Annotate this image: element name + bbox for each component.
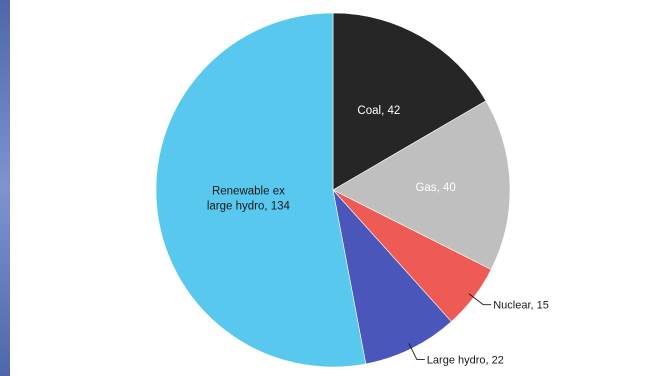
chart-panel: Coal, 42 Gas, 40 Nuclear, 15 Large hydro, 2… [10,0,657,376]
slide-left-edge [0,0,10,376]
label-gas: Gas, 40 [415,182,455,194]
pie-chart: Coal, 42 Gas, 40 Nuclear, 15 Large hydro, 2… [155,12,549,368]
pie-slices [155,12,511,368]
slice-renewable-ex-large-hydro [155,12,367,368]
slice-coal [332,12,487,191]
label-renewable-ex-large-hydro: Renewable ex large hydro, 134 [207,185,291,212]
leader-nuclear [468,293,492,306]
label-large-hydro: Large hydro, 22 [427,354,504,366]
label-coal: Coal, 42 [357,105,400,117]
slice-gas [332,100,511,270]
leader-large-hydro [408,343,425,360]
label-nuclear: Nuclear, 15 [493,300,549,312]
pie-labels: Coal, 42 Gas, 40 Nuclear, 15 Large hydro, 2… [207,105,549,366]
